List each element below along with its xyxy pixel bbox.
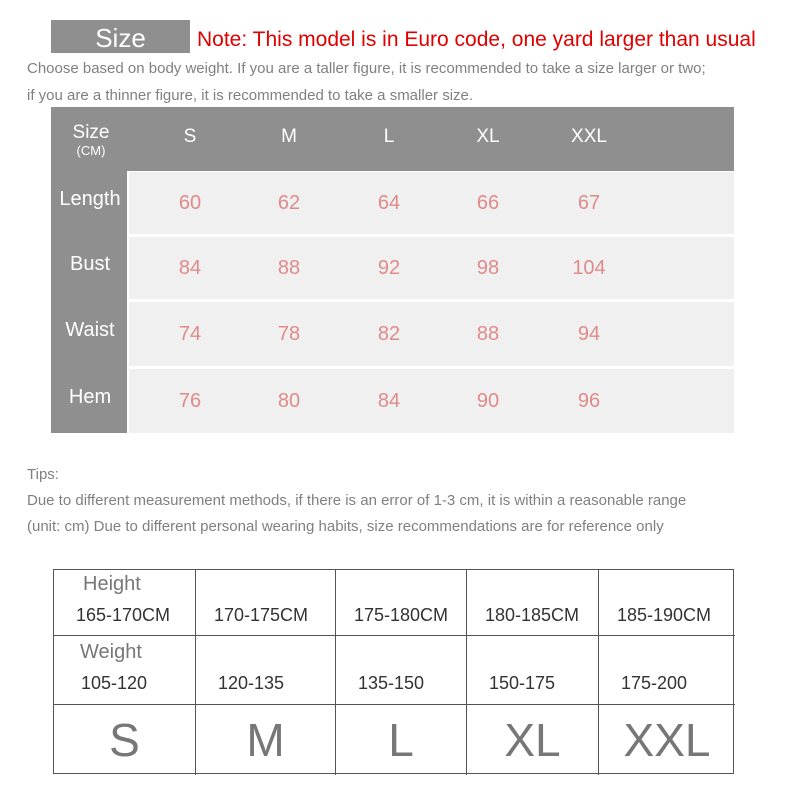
fit-cell: Weight 105-120 — [54, 636, 196, 705]
size-letter: L — [388, 714, 414, 766]
column-header-m: M — [281, 126, 297, 147]
row-label: Length — [59, 187, 121, 210]
weight-range: 135-150 — [358, 673, 425, 693]
table-cell: 76 — [178, 389, 202, 412]
row-label: Hem — [68, 385, 112, 408]
table-row — [129, 172, 734, 234]
label-column — [51, 107, 127, 433]
table-cell: 74 — [178, 322, 202, 345]
table-cell: 84 — [178, 256, 202, 279]
table-cell: 80 — [277, 389, 301, 412]
fit-cell: M — [196, 705, 336, 775]
column-header-xl: XL — [476, 126, 500, 147]
euro-code-note: Note: This model is in Euro code, one ya… — [197, 28, 756, 51]
table-cell: 94 — [577, 322, 601, 345]
weight-label: Weight — [80, 641, 142, 663]
fit-cell: 170-175CM — [196, 570, 336, 636]
height-range: 175-180CM — [354, 605, 449, 625]
fit-cell: 135-150 — [336, 636, 467, 705]
fit-cell: S — [54, 705, 196, 775]
height-range: 170-175CM — [214, 605, 309, 625]
size-letter: M — [246, 714, 285, 766]
table-cell: 82 — [377, 322, 401, 345]
fit-cell: 180-185CM — [467, 570, 599, 636]
size-tag: Size — [51, 20, 190, 53]
column-header-l: L — [383, 126, 395, 147]
table-cell: 60 — [178, 191, 202, 214]
fit-cell: XL — [467, 705, 599, 775]
tips-line-1: Due to different measurement methods, if… — [27, 492, 687, 509]
table-cell: 84 — [377, 389, 401, 412]
fit-cell: 120-135 — [196, 636, 336, 705]
size-letter: XXL — [623, 714, 711, 766]
fit-cell: Height 165-170CM — [54, 570, 196, 636]
weight-range: 150-175 — [489, 673, 556, 693]
corner-unit: (CM) — [76, 142, 106, 158]
table-cell: 98 — [476, 256, 500, 279]
table-cell: 78 — [277, 322, 301, 345]
tips-line-2: (unit: cm) Due to different personal wea… — [27, 518, 664, 535]
header-row — [51, 107, 734, 171]
table-cell: 96 — [577, 389, 601, 412]
fit-cell: 175-200 — [599, 636, 735, 705]
tips-title: Tips: — [27, 466, 59, 483]
row-label: Waist — [65, 318, 115, 341]
height-label: Height — [83, 573, 141, 595]
table-row — [129, 237, 734, 299]
fit-cell: 175-180CM — [336, 570, 467, 636]
table-cell: 62 — [277, 191, 301, 214]
table-cell: 88 — [277, 256, 301, 279]
table-cell: 66 — [476, 191, 500, 214]
table-row — [129, 369, 734, 433]
table-cell: 104 — [572, 256, 606, 279]
table-cell: 64 — [377, 191, 401, 214]
size-letter: XL — [504, 714, 561, 766]
fit-cell: L — [336, 705, 467, 775]
weight-range: 120-135 — [218, 673, 285, 693]
table-row — [129, 302, 734, 366]
height-range: 165-170CM — [76, 605, 171, 625]
description-line-1: Choose based on body weight. If you are … — [27, 60, 706, 77]
size-table: Size (CM) S M L XL XXL Length 60 62 64 66 67 Bust 84 88… — [51, 107, 734, 433]
row-label: Bust — [69, 252, 111, 275]
table-cell: 88 — [476, 322, 500, 345]
column-header-s: S — [183, 126, 197, 147]
fit-cell: 150-175 — [467, 636, 599, 705]
fit-cell: 185-190CM — [599, 570, 735, 636]
column-header-xxl: XXL — [571, 126, 607, 147]
weight-range: 105-120 — [81, 673, 148, 693]
fit-table: Height 165-170CM 170-175CM 175-180CM 180-185… — [53, 569, 735, 775]
size-letter: S — [109, 714, 140, 766]
corner-label: Size — [72, 122, 110, 143]
table-cell: 67 — [577, 191, 601, 214]
weight-range: 175-200 — [621, 673, 688, 693]
description-line-2: if you are a thinner figure, it is recom… — [27, 87, 474, 104]
height-range: 180-185CM — [485, 605, 580, 625]
height-range: 185-190CM — [617, 605, 712, 625]
table-cell: 92 — [377, 256, 401, 279]
table-cell: 90 — [476, 389, 500, 412]
fit-cell: XXL — [599, 705, 735, 775]
